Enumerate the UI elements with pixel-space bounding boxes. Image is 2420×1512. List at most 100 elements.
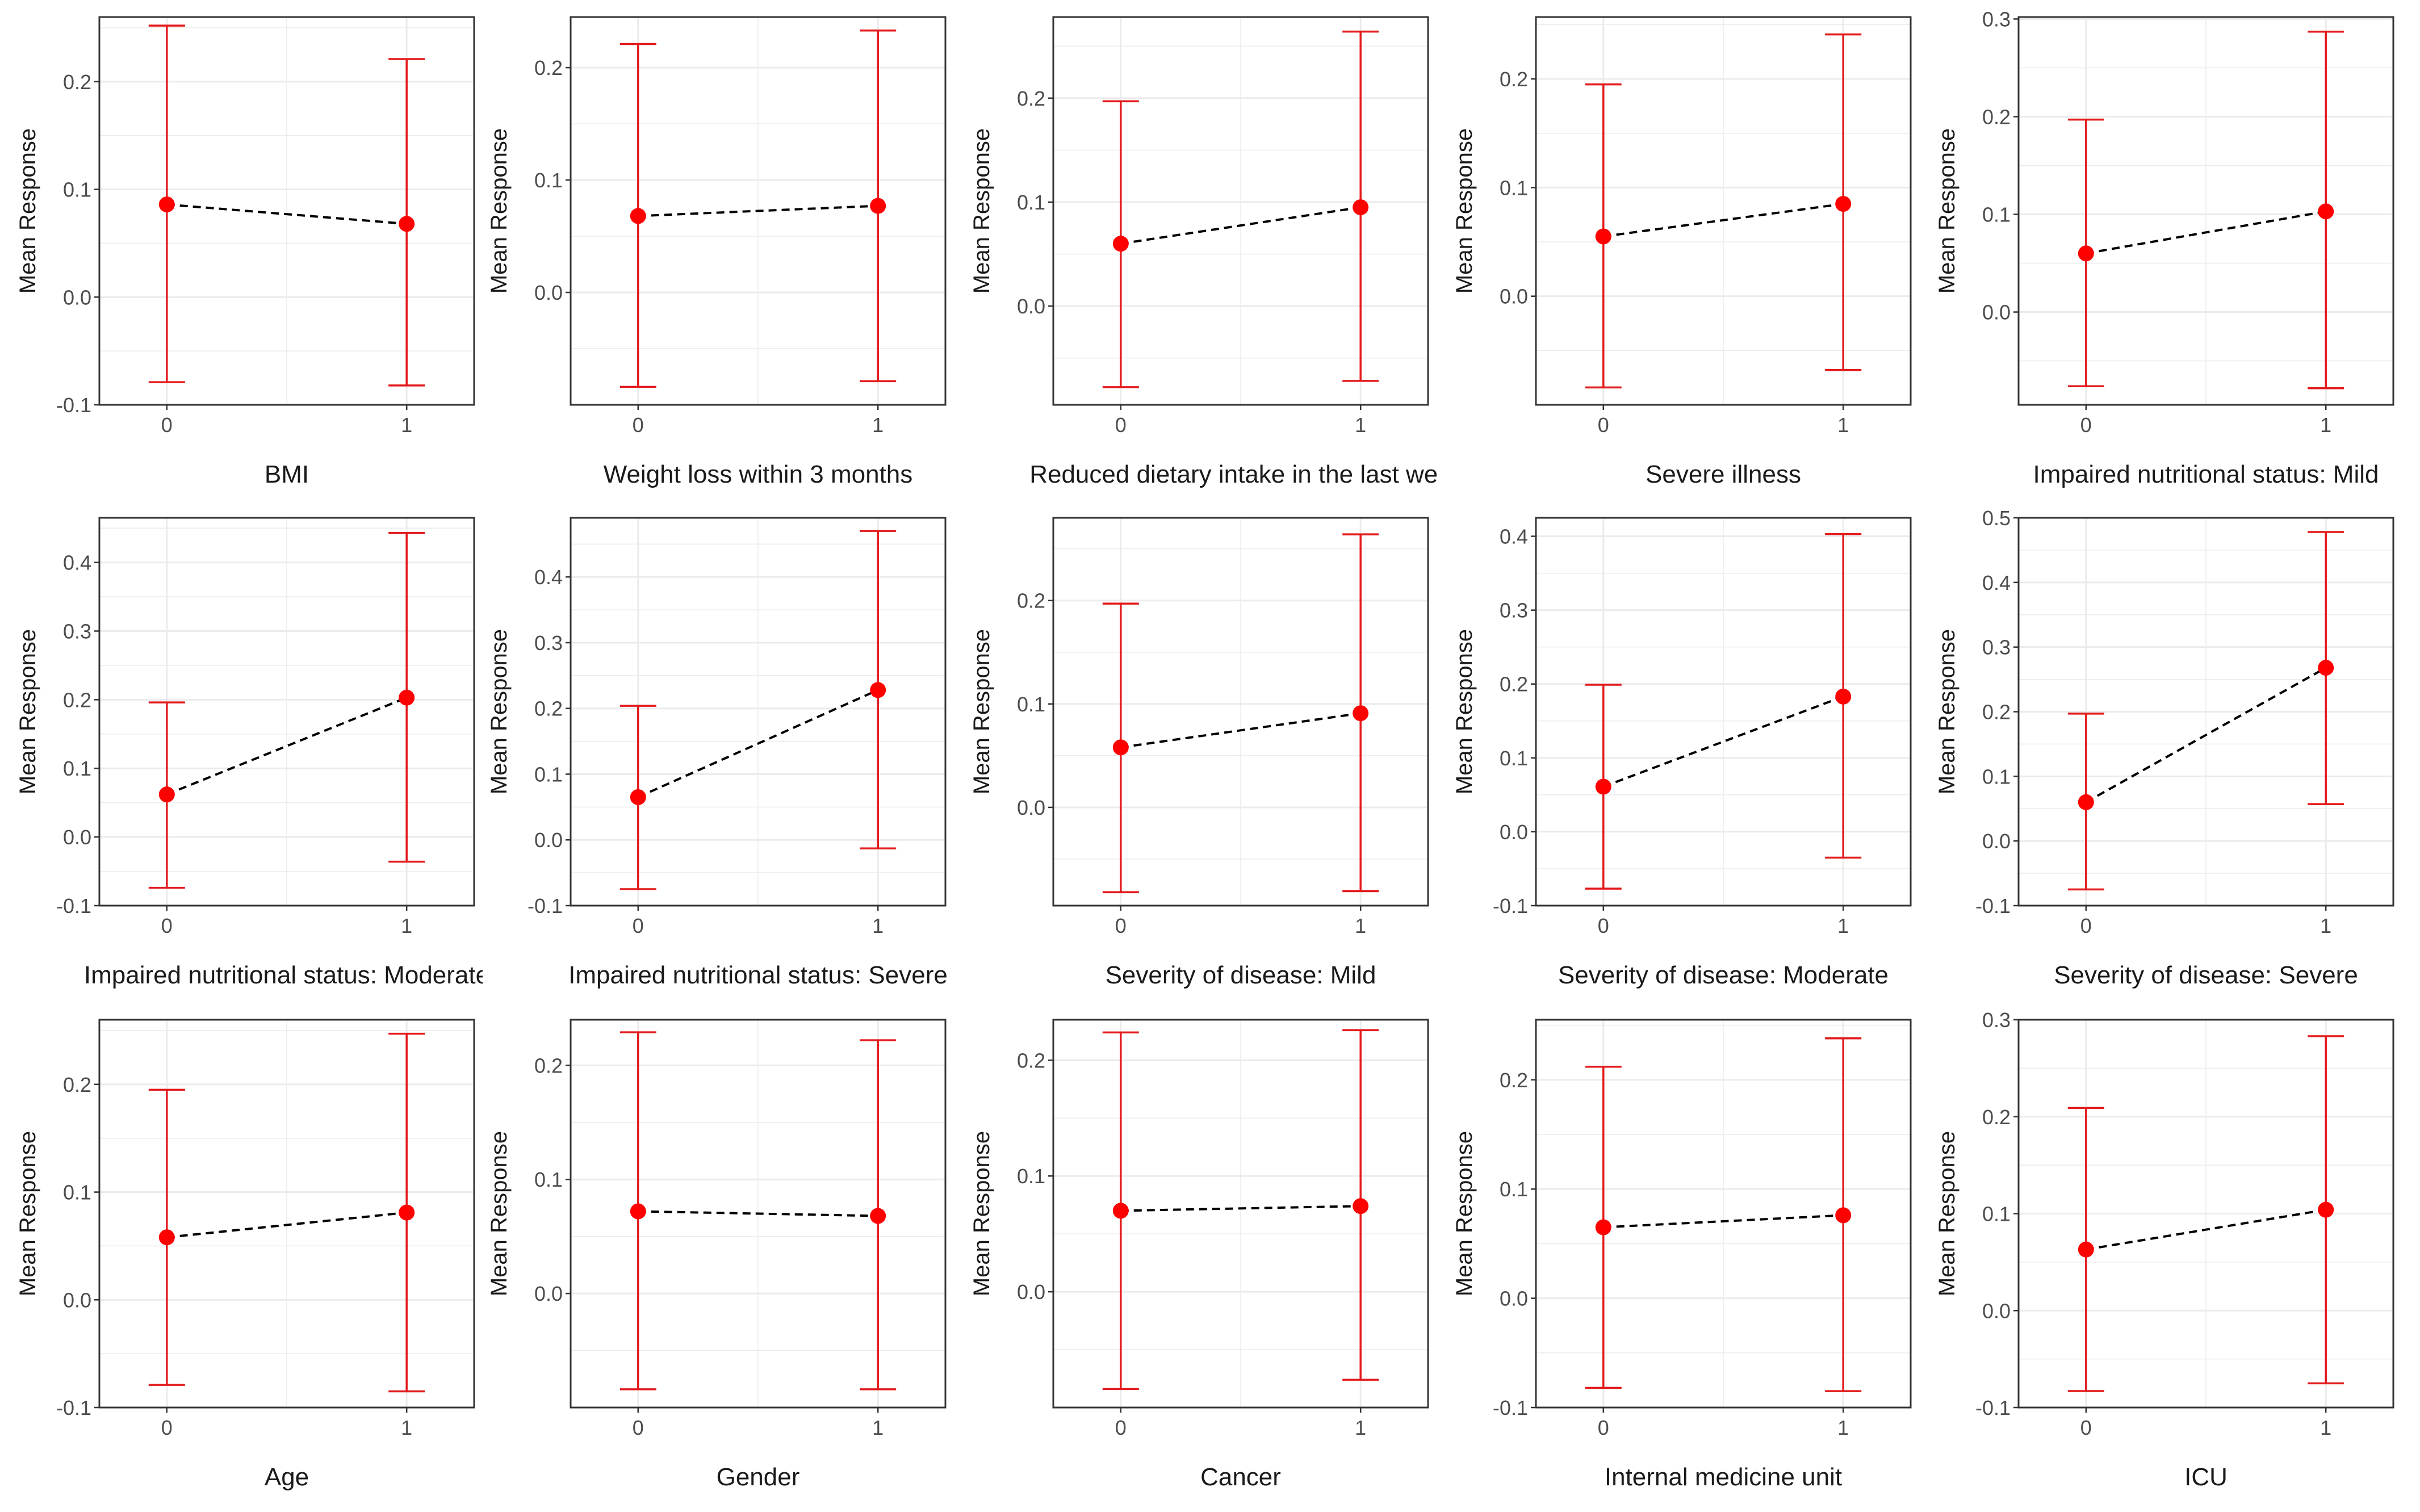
y-axis-label: Mean Response [1935,1131,1960,1296]
x-tick-label: 1 [401,413,412,437]
y-tick-label: 0.1 [1982,203,2011,227]
y-tick-label: 0.0 [1017,1280,1045,1304]
y-tick-label: 0.1 [63,178,91,202]
y-tick-label: 0.0 [63,1288,91,1312]
y-tick-label: 0.1 [63,1181,91,1204]
mean-connector-line [166,696,407,796]
x-tick-label: 1 [2320,1416,2331,1439]
y-tick-label: 0.1 [534,169,563,192]
mean-point [2318,203,2334,220]
chart-panel: 0.4 0.3 0.2 0.1 0.0 -0.1 0 1 Mean Response Severi… [1452,517,1912,989]
y-tick-label: 0.2 [1017,589,1045,613]
chart-panel: 0.4 0.3 0.2 0.1 0.0 -0.1 0 1 Mean Response Impair… [487,517,948,989]
y-tick-label: 0.2 [1982,701,2011,724]
mean-point [2078,1241,2094,1258]
x-tick-label: 1 [1837,413,1849,437]
panel-border [1535,16,1912,406]
chart-panel: 0.3 0.2 0.1 0.0 0 1 Mean Response Impaired nutr… [1935,7,2394,488]
panel-border [570,1019,947,1409]
panel-border [570,517,947,907]
mean-connector-line [637,689,879,798]
mean-point [630,1203,646,1220]
y-tick-label: 0.0 [1017,796,1045,819]
y-tick-label: 0.2 [63,688,91,711]
x-tick-label: 1 [1355,1416,1366,1439]
y-tick-label: 0.3 [1500,599,1528,622]
y-tick-label: 0.1 [1017,693,1045,716]
panel-border [2017,1019,2394,1409]
mean-point [1353,705,1369,722]
y-axis-label: Mean Response [969,1131,994,1296]
x-tick-label: 0 [1598,413,1609,437]
y-tick-label: 0.1 [1500,176,1528,199]
panel-border [98,517,475,907]
x-axis-label: BMI [265,460,309,488]
y-tick-label: 0.1 [1982,1203,2011,1226]
x-tick-label: 1 [872,914,884,937]
y-axis-label: Mean Response [1452,128,1477,294]
x-axis-label: Cancer [1200,1463,1281,1491]
y-axis-label: Mean Response [1935,629,1960,794]
x-tick-label: 1 [1837,1416,1849,1439]
y-tick-label: -0.1 [1493,1396,1528,1419]
y-axis-label: Mean Response [969,629,994,794]
y-axis-label: Mean Response [487,128,512,294]
mean-point [399,689,415,706]
y-tick-label: 0.1 [534,1168,563,1191]
x-tick-label: 0 [161,413,173,437]
y-axis-label: Mean Response [15,629,40,794]
panel-border [2017,16,2394,406]
mean-point [870,1208,886,1224]
mean-point [1835,196,1852,212]
mean-point [1595,1219,1611,1235]
y-tick-label: -0.1 [527,894,563,918]
x-tick-label: 1 [2320,914,2331,937]
y-axis-label: Mean Response [487,1131,512,1296]
y-axis-label: Mean Response [15,1131,40,1296]
y-tick-label: -0.1 [56,894,91,918]
y-tick-label: 0.0 [1982,1299,2011,1322]
x-tick-label: 1 [1355,413,1366,437]
y-tick-label: 0.3 [1982,1008,2011,1032]
x-tick-label: 0 [2080,413,2092,437]
y-tick-label: 0.2 [1017,87,1045,110]
chart-panel: 0.2 0.1 0.0 0 1 Mean Response Gender [487,1019,947,1491]
chart-panel: 0.4 0.3 0.2 0.1 0.0 -0.1 0 1 Mean Response Impair… [15,517,483,989]
x-tick-label: 0 [1115,1416,1127,1439]
x-axis-label: Reduced dietary intake in the last wee [1029,460,1452,488]
panel-border [1052,1019,1429,1409]
x-tick-label: 0 [2080,1416,2092,1439]
mean-connector-line [1603,1214,1844,1229]
mean-point [2318,1201,2334,1218]
y-tick-label: 0.5 [1982,506,2011,530]
mean-point [1595,778,1611,795]
mean-point [1353,1198,1369,1214]
y-tick-label: 0.3 [534,631,563,655]
x-tick-label: 1 [1837,914,1849,937]
mean-connector-line [166,203,407,225]
x-axis-label: Impaired nutritional status: Severe [568,961,948,989]
y-tick-label: 0.4 [1500,525,1528,548]
mean-connector-line [638,1210,878,1217]
y-tick-label: 0.2 [1500,1069,1528,1092]
mean-connector-line [638,204,878,217]
x-axis-label: Gender [717,1463,800,1491]
y-axis-label: Mean Response [969,128,994,294]
y-tick-label: 0.1 [1500,1178,1528,1201]
chart-panel: 0.2 0.1 0.0 0 1 Mean Response Weight loss with… [487,16,947,488]
x-tick-label: 1 [401,1416,412,1439]
y-tick-label: 0.1 [534,763,563,786]
mean-point [2318,660,2334,676]
panel-border [1052,517,1429,907]
y-tick-label: 0.0 [1500,820,1528,844]
x-tick-label: 0 [1115,413,1127,437]
mean-connector-line [2086,210,2326,255]
y-tick-label: 0.0 [1017,295,1045,318]
mean-point [1112,236,1129,252]
panel-border [570,16,947,406]
x-tick-label: 0 [2080,914,2092,937]
chart-panel: 0.2 0.1 0.0 0 1 Mean Response Cancer [969,1019,1429,1491]
x-axis-label: Severity of disease: Moderate [1558,961,1889,989]
mean-point [399,216,415,232]
